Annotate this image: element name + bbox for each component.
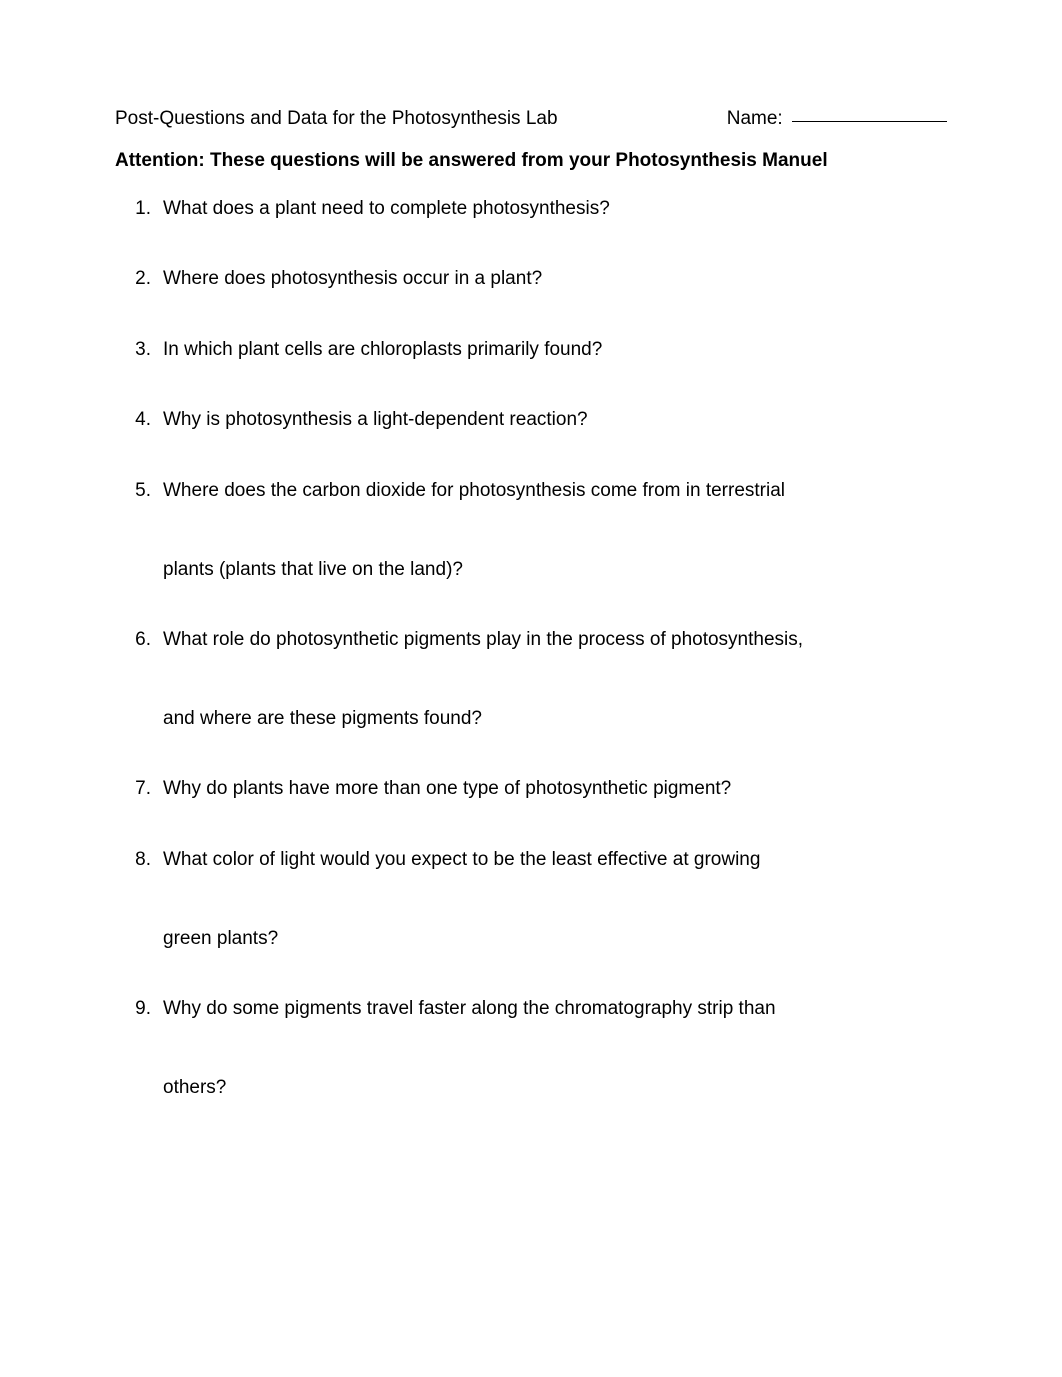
question-number: 8.	[121, 847, 151, 874]
name-label-text: Name:	[727, 108, 783, 129]
question-number: 9.	[121, 996, 151, 1023]
question-9: 9. Why do some pigments travel faster al…	[163, 996, 947, 1101]
question-3: 3. In which plant cells are chloroplasts…	[163, 337, 947, 364]
questions-list: 1. What does a plant need to complete ph…	[115, 196, 947, 1102]
question-text: In which plant cells are chloroplasts pr…	[163, 337, 947, 364]
question-number: 6.	[121, 627, 151, 654]
question-5: 5. Where does the carbon dioxide for pho…	[163, 478, 947, 583]
question-number: 4.	[121, 407, 151, 434]
question-text: Why is photosynthesis a light-dependent …	[163, 407, 947, 434]
question-7: 7. Why do plants have more than one type…	[163, 776, 947, 803]
question-4: 4. Why is photosynthesis a light-depende…	[163, 407, 947, 434]
question-text: Where does photosynthesis occur in a pla…	[163, 266, 947, 293]
question-text: What color of light would you expect to …	[163, 847, 947, 874]
question-number: 5.	[121, 478, 151, 505]
question-text: What role do photosynthetic pigments pla…	[163, 627, 947, 654]
question-continuation: green plants?	[163, 926, 947, 953]
question-number: 1.	[121, 196, 151, 223]
question-text: Why do some pigments travel faster along…	[163, 996, 947, 1023]
page-header: Post-Questions and Data for the Photosyn…	[115, 108, 947, 130]
question-text: Where does the carbon dioxide for photos…	[163, 478, 947, 505]
question-continuation: others?	[163, 1075, 947, 1102]
question-number: 2.	[121, 266, 151, 293]
question-6: 6. What role do photosynthetic pigments …	[163, 627, 947, 732]
question-2: 2. Where does photosynthesis occur in a …	[163, 266, 947, 293]
question-text: What does a plant need to complete photo…	[163, 196, 947, 223]
question-text: Why do plants have more than one type of…	[163, 776, 947, 803]
question-continuation: and where are these pigments found?	[163, 706, 947, 733]
attention-notice: Attention: These questions will be answe…	[115, 148, 947, 174]
question-number: 3.	[121, 337, 151, 364]
question-1: 1. What does a plant need to complete ph…	[163, 196, 947, 223]
question-number: 7.	[121, 776, 151, 803]
lab-title: Post-Questions and Data for the Photosyn…	[115, 108, 558, 130]
question-continuation: plants (plants that live on the land)?	[163, 557, 947, 584]
question-8: 8. What color of light would you expect …	[163, 847, 947, 952]
name-blank-line	[792, 121, 947, 122]
name-field-label: Name:	[727, 108, 947, 130]
